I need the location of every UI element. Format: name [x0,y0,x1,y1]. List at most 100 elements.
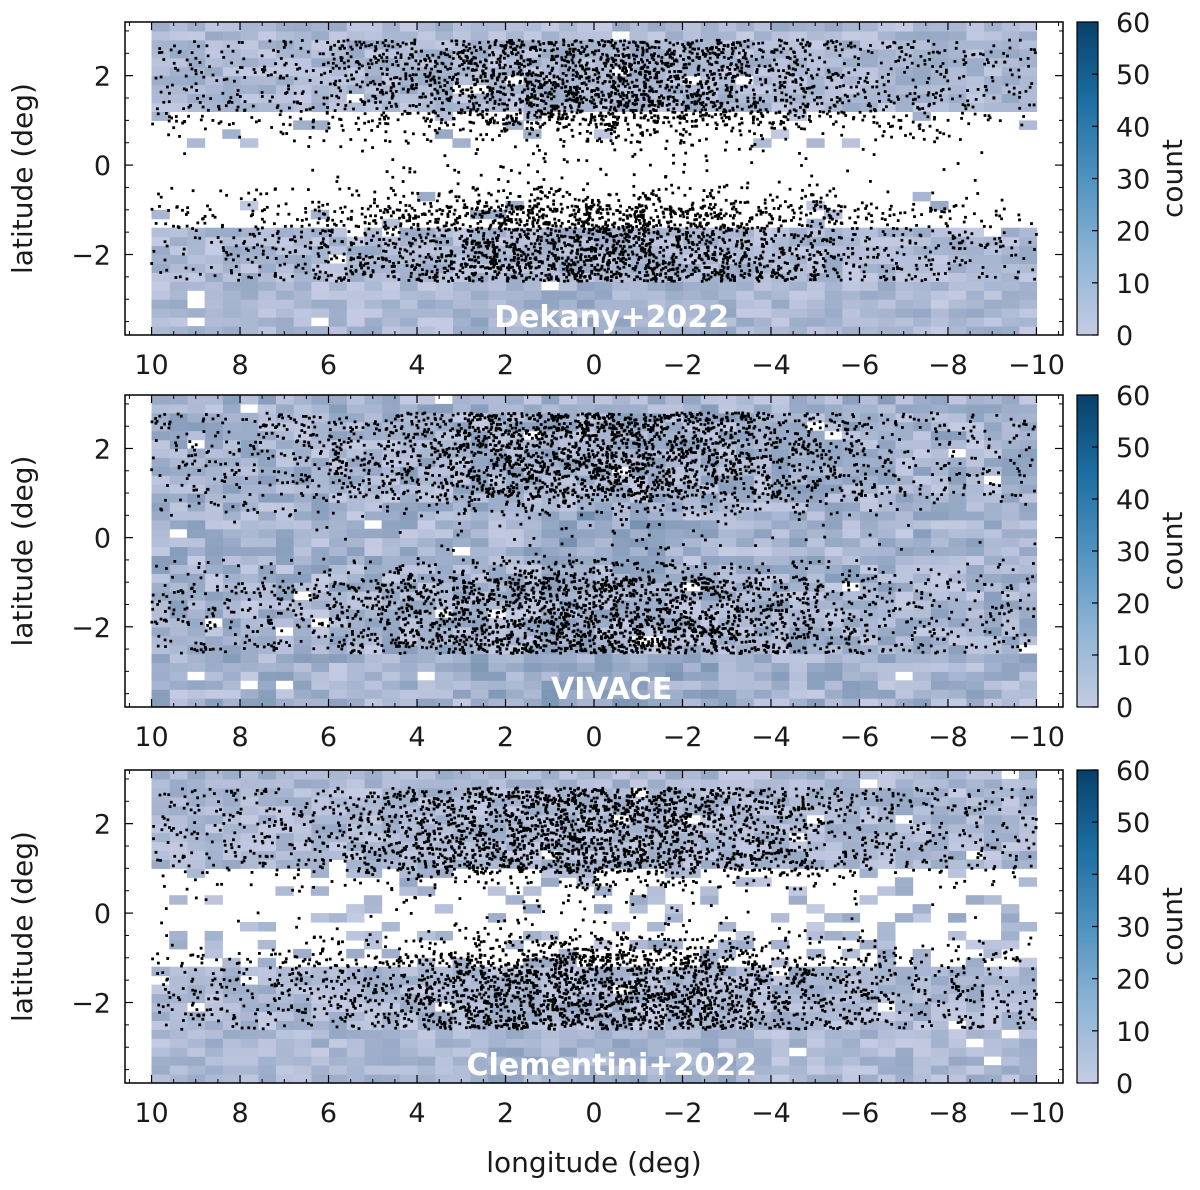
scatter-point [589,204,593,208]
scatter-point [725,183,729,187]
scatter-point [522,230,526,233]
scatter-point [337,86,341,90]
scatter-point [576,235,580,238]
scatter-point [576,271,580,275]
scatter-point [570,128,574,132]
scatter-point [580,109,584,113]
scatter-point [271,95,274,99]
scatter-point [584,213,588,216]
scatter-point [672,258,675,262]
scatter-point [593,267,597,271]
heatmap-cell [647,93,666,103]
scatter-point [279,276,283,280]
heatmap-cell [505,263,524,273]
heatmap-cell [523,30,542,41]
scatter-point [761,149,765,153]
scatter-point [618,66,622,70]
heatmap-cell [771,245,790,256]
heatmap-cell [417,22,436,32]
scatter-point [654,109,658,112]
heatmap-cell [275,236,294,247]
scatter-point [622,213,626,216]
scatter-point [355,189,359,193]
scatter-point [940,98,943,102]
scatter-point [450,250,454,254]
heatmap-cell [682,66,701,77]
scatter-point [481,116,485,119]
scatter-point [625,209,629,212]
heatmap-cell [169,75,188,86]
heatmap-cell [717,308,737,318]
scatter-point [682,80,686,83]
scatter-point [579,274,582,277]
scatter-point [963,247,967,250]
scatter-point [522,43,526,47]
scatter-point [606,247,609,250]
scatter-point [531,224,535,228]
scatter-point [163,240,167,244]
heatmap-cell [1018,326,1038,336]
heatmap-cell [222,66,241,77]
heatmap-cell [434,227,453,238]
scatter-point [579,235,583,239]
heatmap-cell [700,281,719,291]
heatmap-cell [310,75,330,86]
scatter-point [433,265,437,268]
heatmap-cell [664,281,684,291]
heatmap-cell [806,30,825,41]
scatter-point [943,210,946,214]
scatter-point [860,278,864,282]
scatter-point [477,245,481,249]
scatter-point [256,227,260,231]
scatter-point [576,91,580,94]
scatter-point [694,224,697,228]
scatter-point [678,116,682,119]
scatter-point [973,212,976,216]
scatter-point [829,214,832,218]
heatmap-cell [1001,317,1020,327]
scatter-point [438,208,442,211]
scatter-point [488,241,492,244]
scatter-point [806,235,810,239]
heatmap-cell [788,30,807,41]
scatter-point [828,189,832,193]
heatmap-cell [965,236,984,247]
scatter-point [759,275,763,278]
scatter-point [848,271,852,275]
scatter-point [657,40,661,44]
heatmap-cell [930,227,949,238]
scatter-point [701,198,705,202]
scatter-point [301,90,305,94]
scatter-point [509,192,512,195]
scatter-point [596,80,600,84]
scatter-point [635,78,639,82]
scatter-point [492,106,496,110]
scatter-point [497,271,501,275]
heatmap-cell [487,227,507,238]
scatter-point [528,204,532,208]
scatter-point [455,216,459,220]
scatter-point [954,204,958,207]
scatter-point [637,228,641,232]
scatter-point [709,275,713,279]
scatter-point [436,279,439,283]
scatter-point [648,61,651,64]
scatter-point [697,247,700,251]
scatter-point [419,59,422,63]
scatter-point [643,274,647,277]
scatter-point [697,269,701,273]
scatter-point [369,214,372,218]
scatter-point [639,148,643,152]
scatter-point [452,212,456,216]
scatter-point [645,48,649,52]
scatter-point [890,135,893,139]
scatter-point [610,99,614,102]
scatter-point [539,278,543,282]
heatmap-cell [859,254,878,264]
scatter-point [448,190,452,194]
heatmap-cell [1018,57,1038,68]
scatter-point [443,271,447,274]
heatmap-cell [399,308,418,318]
scatter-point [748,216,752,220]
scatter-point [369,274,373,278]
